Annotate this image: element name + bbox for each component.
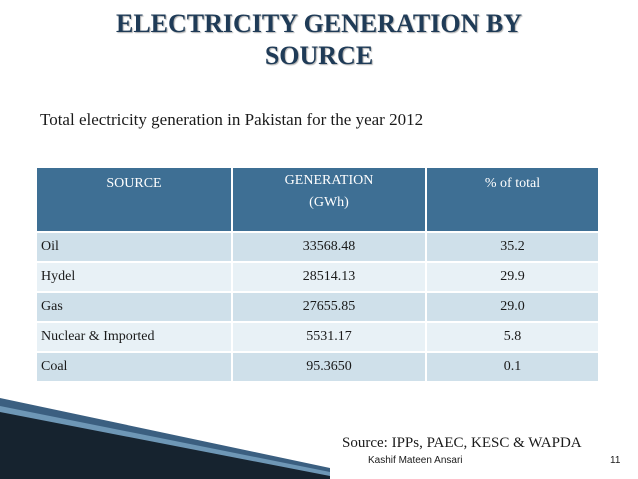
header-generation: GENERATION (GWh) (232, 168, 427, 233)
cell-percent: 0.1 (426, 352, 600, 383)
cell-percent: 5.8 (426, 322, 600, 353)
cell-generation: 33568.48 (232, 232, 427, 263)
cell-generation: 5531.17 (232, 322, 427, 353)
table-row: Nuclear & Imported 5531.17 5.8 (37, 322, 600, 353)
cell-generation: 28514.13 (232, 262, 427, 293)
cell-generation: 95.3650 (232, 352, 427, 383)
cell-percent: 29.9 (426, 262, 600, 293)
cell-percent: 35.2 (426, 232, 600, 263)
table-header-row: SOURCE GENERATION (GWh) % of total (37, 168, 600, 233)
table-row: Gas 27655.85 29.0 (37, 292, 600, 323)
cell-source: Oil (37, 232, 233, 263)
table-row: Coal 95.3650 0.1 (37, 352, 600, 383)
cell-source: Hydel (37, 262, 233, 293)
table-row: Oil 33568.48 35.2 (37, 232, 600, 263)
cell-generation: 27655.85 (232, 292, 427, 323)
header-generation-line-1: GENERATION (284, 173, 374, 188)
cell-source: Gas (37, 292, 233, 323)
header-source: SOURCE (37, 168, 233, 233)
table-row: Hydel 28514.13 29.9 (37, 262, 600, 293)
header-generation-line-2: (GWh) (309, 195, 349, 210)
header-percent: % of total (426, 168, 600, 233)
footer-author: Kashif Mateen Ansari (368, 455, 463, 466)
decorative-wedge (0, 398, 330, 479)
slide-subtitle: Total electricity generation in Pakistan… (40, 110, 424, 129)
page-number: 11 (610, 455, 621, 466)
wedge-shadow-band (0, 412, 330, 479)
slide-title-line-1: ELECTRICITY GENERATION BY (116, 9, 522, 38)
cell-percent: 29.0 (426, 292, 600, 323)
source-note: Source: IPPs, PAEC, KESC & WAPDA (342, 435, 582, 451)
generation-table: SOURCE GENERATION (GWh) % of total Oil 3… (37, 168, 600, 383)
slide-title-line-2: SOURCE (264, 41, 374, 70)
cell-source: Nuclear & Imported (37, 322, 233, 353)
slide-title: ELECTRICITY GENERATION BY SOURCE (0, 8, 638, 72)
cell-source: Coal (37, 352, 233, 383)
